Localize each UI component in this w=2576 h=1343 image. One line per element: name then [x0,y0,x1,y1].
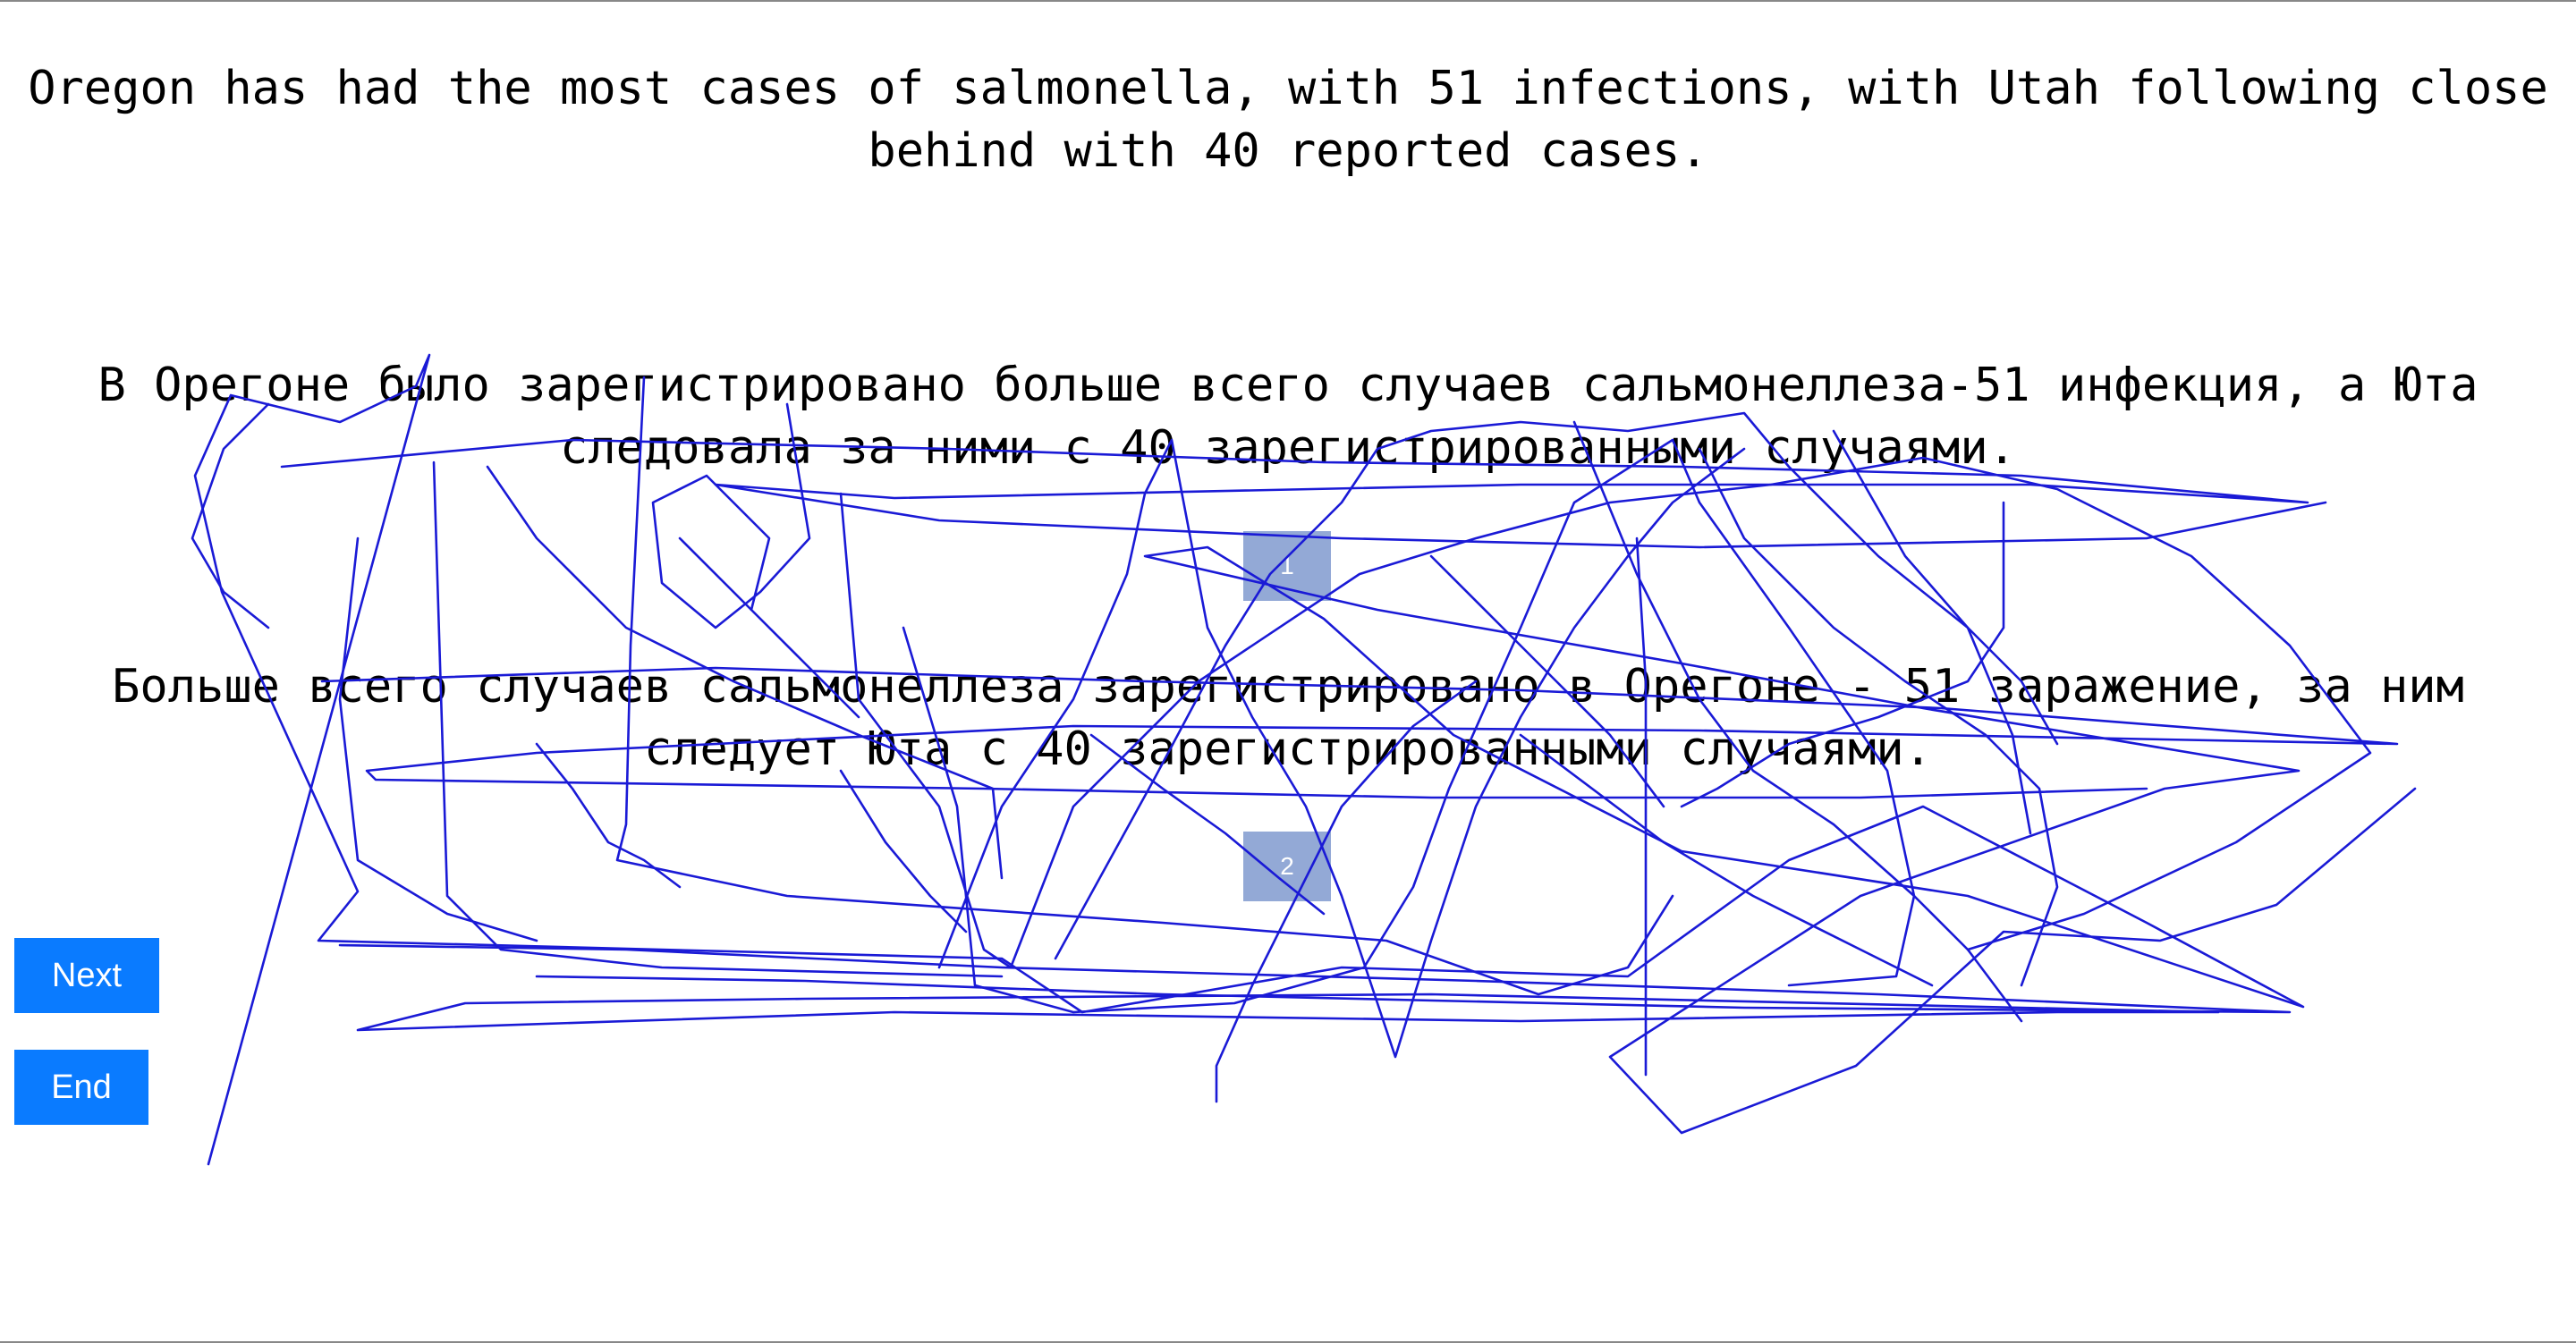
translation-marker-2[interactable]: 2 [1243,832,1331,901]
end-button[interactable]: End [14,1050,148,1125]
translation-sentence-1: В Орегоне было зарегистрировано больше в… [97,359,2479,475]
translation-marker-1[interactable]: 1 [1243,531,1331,601]
source-sentence: Oregon has had the most cases of salmone… [28,62,2548,178]
next-button[interactable]: Next [14,938,159,1013]
scribble-stroke [338,943,2292,1014]
translation-sentence-2: Больше всего случаев сальмонеллеза зарег… [112,660,2464,776]
scribble-stroke [356,992,2220,1032]
scribble-stroke [839,769,968,933]
scribble-stroke [1635,536,1648,1077]
